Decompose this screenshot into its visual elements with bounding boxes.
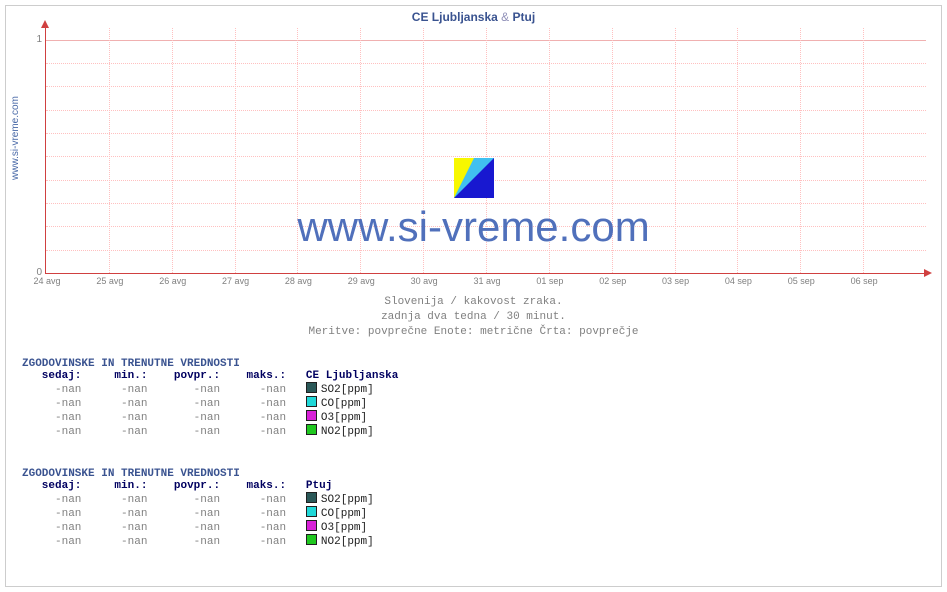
x-tick-label: 29 avg [331, 276, 391, 286]
x-tick-label: 05 sep [771, 276, 831, 286]
series-label: NO2[ppm] [321, 536, 374, 548]
series-label: SO2[ppm] [321, 384, 374, 396]
x-tick-label: 06 sep [834, 276, 894, 286]
stats-header: ZGODOVINSKE IN TRENUTNE VREDNOSTI [22, 468, 374, 480]
x-axis-arrow-icon [924, 269, 932, 277]
series-swatch-icon [306, 534, 317, 545]
x-tick-label: 03 sep [646, 276, 706, 286]
series-swatch-icon [306, 520, 317, 531]
stats-row: -nan -nan -nan -nan NO2[ppm] [22, 534, 374, 548]
y-axis-arrow-icon [41, 20, 49, 28]
x-tick-label: 28 avg [268, 276, 328, 286]
series-swatch-icon [306, 424, 317, 435]
x-tick-label: 02 sep [583, 276, 643, 286]
x-tick-label: 04 sep [708, 276, 768, 286]
stats-row: -nan -nan -nan -nan O3[ppm] [22, 520, 374, 534]
stats-row: -nan -nan -nan -nan CO[ppm] [22, 396, 398, 410]
series-label: NO2[ppm] [321, 426, 374, 438]
stats-row: -nan -nan -nan -nan SO2[ppm] [22, 382, 398, 396]
grid-v [109, 28, 110, 273]
stats-row: -nan -nan -nan -nan NO2[ppm] [22, 424, 398, 438]
series-swatch-icon [306, 382, 317, 393]
x-tick-label: 01 sep [520, 276, 580, 286]
chart-subtitle-line: Meritve: povprečne Enote: metrične Črta:… [0, 326, 947, 338]
x-tick-label: 24 avg [17, 276, 77, 286]
x-tick-label: 27 avg [206, 276, 266, 286]
x-tick-label: 25 avg [80, 276, 140, 286]
y-tick-label: 1 [28, 34, 42, 45]
chart-subtitle-line: Slovenija / kakovost zraka. [0, 296, 947, 308]
grid-v [235, 28, 236, 273]
watermark-text: www.si-vreme.com [297, 203, 649, 251]
chart-title-amp: & [501, 10, 509, 24]
stats-row: -nan -nan -nan -nan O3[ppm] [22, 410, 398, 424]
chart-title-a: CE Ljubljanska [412, 10, 498, 24]
stats-block: ZGODOVINSKE IN TRENUTNE VREDNOSTI sedaj:… [22, 358, 398, 438]
series-label: O3[ppm] [321, 522, 367, 534]
grid-v [172, 28, 173, 273]
series-label: SO2[ppm] [321, 494, 374, 506]
x-tick-label: 30 avg [394, 276, 454, 286]
stats-col-header-row: sedaj: min.: povpr.: maks.: CE Ljubljans… [22, 370, 398, 382]
stats-header: ZGODOVINSKE IN TRENUTNE VREDNOSTI [22, 358, 398, 370]
grid-v [675, 28, 676, 273]
series-label: CO[ppm] [321, 508, 367, 520]
series-swatch-icon [306, 506, 317, 517]
series-label: O3[ppm] [321, 412, 367, 424]
stats-col-header-row: sedaj: min.: povpr.: maks.: Ptuj [22, 480, 374, 492]
grid-v [800, 28, 801, 273]
chart-title: CE Ljubljanska & Ptuj [0, 10, 947, 24]
series-swatch-icon [306, 492, 317, 503]
stats-row: -nan -nan -nan -nan CO[ppm] [22, 506, 374, 520]
stats-block: ZGODOVINSKE IN TRENUTNE VREDNOSTI sedaj:… [22, 468, 374, 548]
chart-subtitle-line: zadnja dva tedna / 30 minut. [0, 311, 947, 323]
series-swatch-icon [306, 410, 317, 421]
side-url: www.si-vreme.com [10, 96, 21, 180]
series-swatch-icon [306, 396, 317, 407]
x-tick-label: 26 avg [143, 276, 203, 286]
watermark-logo-icon [454, 158, 494, 198]
grid-v [863, 28, 864, 273]
grid-v [737, 28, 738, 273]
x-tick-label: 31 avg [457, 276, 517, 286]
series-label: CO[ppm] [321, 398, 367, 410]
stats-row: -nan -nan -nan -nan SO2[ppm] [22, 492, 374, 506]
chart-title-b: Ptuj [513, 10, 536, 24]
